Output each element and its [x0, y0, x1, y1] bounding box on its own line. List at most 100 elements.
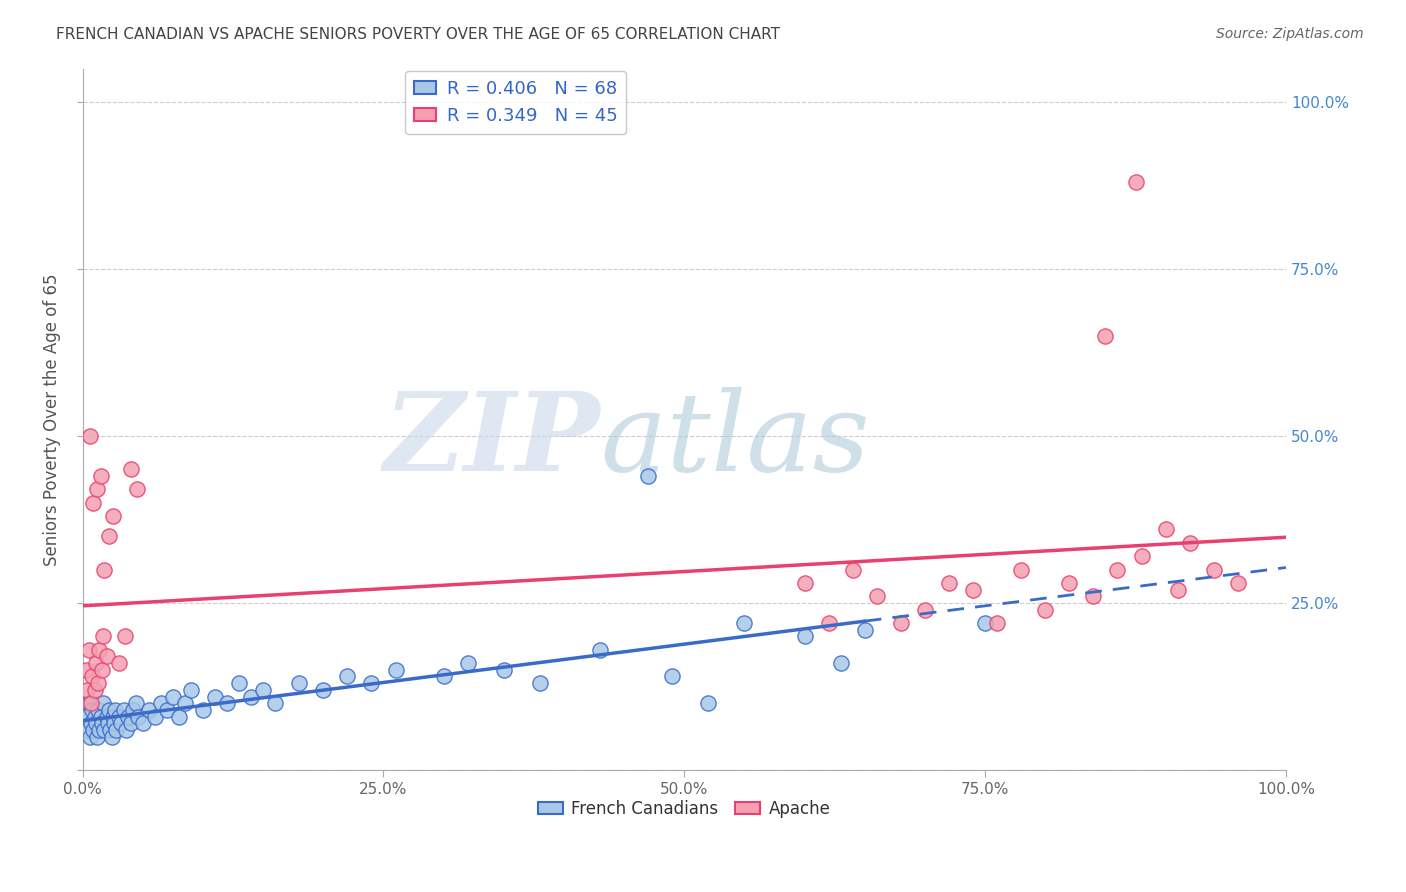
Point: [120, 716, 142, 731]
Point: [87, 703, 110, 717]
Point: [817, 615, 839, 630]
Point: [866, 589, 889, 603]
Point: [1154, 523, 1177, 537]
Point: [793, 576, 815, 591]
Point: [733, 615, 755, 630]
Point: [77, 642, 100, 657]
Text: Source: ZipAtlas.com: Source: ZipAtlas.com: [1216, 27, 1364, 41]
Point: [93, 723, 115, 737]
Point: [215, 696, 238, 710]
Point: [336, 669, 359, 683]
Point: [156, 703, 179, 717]
Point: [96, 709, 118, 723]
Point: [661, 669, 683, 683]
Point: [75, 709, 97, 723]
Point: [90, 716, 112, 731]
Point: [82, 669, 104, 683]
Point: [132, 716, 155, 731]
Point: [252, 682, 274, 697]
Point: [890, 615, 912, 630]
Point: [110, 716, 132, 731]
Point: [1202, 563, 1225, 577]
Point: [974, 615, 997, 630]
Point: [84, 716, 107, 731]
Point: [83, 682, 105, 697]
Point: [589, 642, 612, 657]
Point: [117, 709, 139, 723]
Point: [75, 663, 97, 677]
Point: [84, 656, 107, 670]
Point: [97, 716, 120, 731]
Point: [82, 723, 104, 737]
Point: [86, 483, 108, 497]
Point: [91, 629, 114, 643]
Point: [120, 462, 142, 476]
Point: [1167, 582, 1189, 597]
Point: [122, 703, 145, 717]
Point: [312, 682, 335, 697]
Point: [529, 676, 551, 690]
Point: [107, 709, 129, 723]
Point: [853, 623, 876, 637]
Point: [288, 676, 311, 690]
Point: [697, 696, 720, 710]
Point: [80, 716, 103, 731]
Point: [96, 649, 118, 664]
Point: [433, 669, 456, 683]
Point: [93, 563, 115, 577]
Point: [180, 682, 202, 697]
Point: [90, 469, 112, 483]
Point: [127, 709, 149, 723]
Point: [1033, 602, 1056, 616]
Point: [492, 663, 515, 677]
Point: [77, 696, 100, 710]
Point: [962, 582, 984, 597]
Point: [91, 696, 114, 710]
Point: [360, 676, 382, 690]
Point: [1094, 328, 1116, 343]
Legend: French Canadians, Apache: French Canadians, Apache: [531, 794, 837, 825]
Point: [104, 703, 127, 717]
Point: [79, 429, 101, 443]
Point: [76, 723, 98, 737]
Point: [138, 703, 160, 717]
Point: [86, 730, 108, 744]
Point: [76, 682, 98, 697]
Point: [80, 696, 103, 710]
Point: [240, 690, 263, 704]
Y-axis label: Seniors Poverty Over the Age of 65: Seniors Poverty Over the Age of 65: [44, 273, 60, 566]
Point: [986, 615, 1008, 630]
Point: [105, 723, 128, 737]
Point: [1107, 563, 1129, 577]
Point: [103, 716, 125, 731]
Point: [830, 656, 852, 670]
Point: [98, 703, 121, 717]
Point: [79, 730, 101, 744]
Point: [938, 576, 960, 591]
Text: ZIP: ZIP: [384, 386, 600, 494]
Point: [89, 642, 111, 657]
Point: [124, 696, 146, 710]
Point: [637, 469, 659, 483]
Point: [98, 723, 121, 737]
Point: [204, 690, 226, 704]
Point: [174, 696, 197, 710]
Point: [228, 676, 250, 690]
Point: [384, 663, 406, 677]
Point: [457, 656, 479, 670]
Point: [191, 703, 214, 717]
Point: [87, 676, 110, 690]
Point: [112, 703, 135, 717]
Text: atlas: atlas: [600, 386, 870, 494]
Point: [100, 730, 122, 744]
Point: [98, 529, 121, 543]
Point: [90, 709, 112, 723]
Point: [89, 723, 111, 737]
Point: [115, 723, 138, 737]
Point: [107, 656, 129, 670]
Point: [90, 663, 112, 677]
Point: [82, 496, 104, 510]
Point: [149, 696, 172, 710]
Point: [1059, 576, 1081, 591]
Point: [1125, 175, 1147, 189]
